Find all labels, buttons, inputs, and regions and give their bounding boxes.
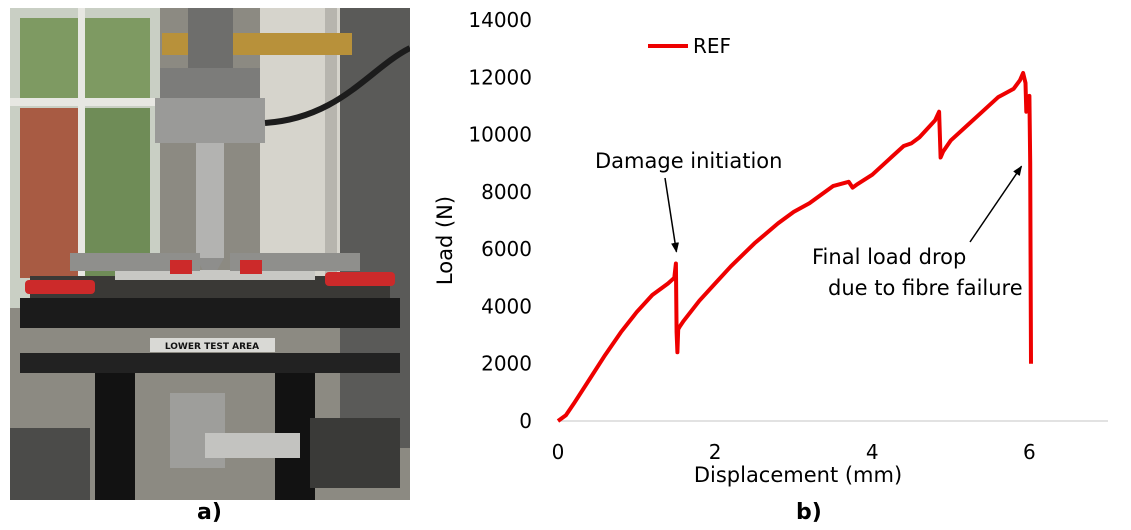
y-tick-label: 14000 [468,8,532,32]
load-displacement-chart: 0 2000 4000 6000 8000 10000 12000 14000 0 2 4 6 Dam… [433,8,1108,487]
chart-legend: REF [648,34,731,58]
series-line-ref [556,71,1033,423]
panel-label-a: a) [197,500,222,525]
x-tick-label: 0 [552,440,565,464]
lower-test-area-sign: LOWER TEST AREA [165,342,259,352]
x-tick-label: 6 [1023,440,1036,464]
annotation-arrow [969,165,1023,243]
x-axis-label: Displacement (mm) [694,463,902,487]
y-axis-label: Load (N) [433,196,457,285]
x-tick-label: 4 [866,440,879,464]
tick-labels: 0 2000 4000 6000 8000 10000 12000 14000 0 2 4 6 [468,8,1035,464]
test-rig-photo: LOWER TEST AREA [10,8,410,500]
y-tick-label: 0 [519,409,532,433]
test-rig-photo-drawing: LOWER TEST AREA [10,8,410,500]
y-tick-label: 4000 [481,294,532,318]
y-tick-label: 6000 [481,237,532,261]
annotation-damage-initiation: Damage initiation [595,149,782,173]
y-tick-label: 12000 [468,65,532,89]
panel-label-b: b) [796,500,822,525]
chart-annotations: Damage initiation Final load drop due to f… [595,149,1023,300]
x-tick-label: 2 [709,440,722,464]
y-tick-label: 10000 [468,123,532,147]
legend-label-ref: REF [693,34,731,58]
annotation-arrow [664,177,680,253]
annotation-final-load-drop: due to fibre failure [828,276,1023,300]
y-tick-label: 8000 [481,180,532,204]
annotation-final-load-drop: Final load drop [812,245,966,269]
y-tick-label: 2000 [481,352,532,376]
